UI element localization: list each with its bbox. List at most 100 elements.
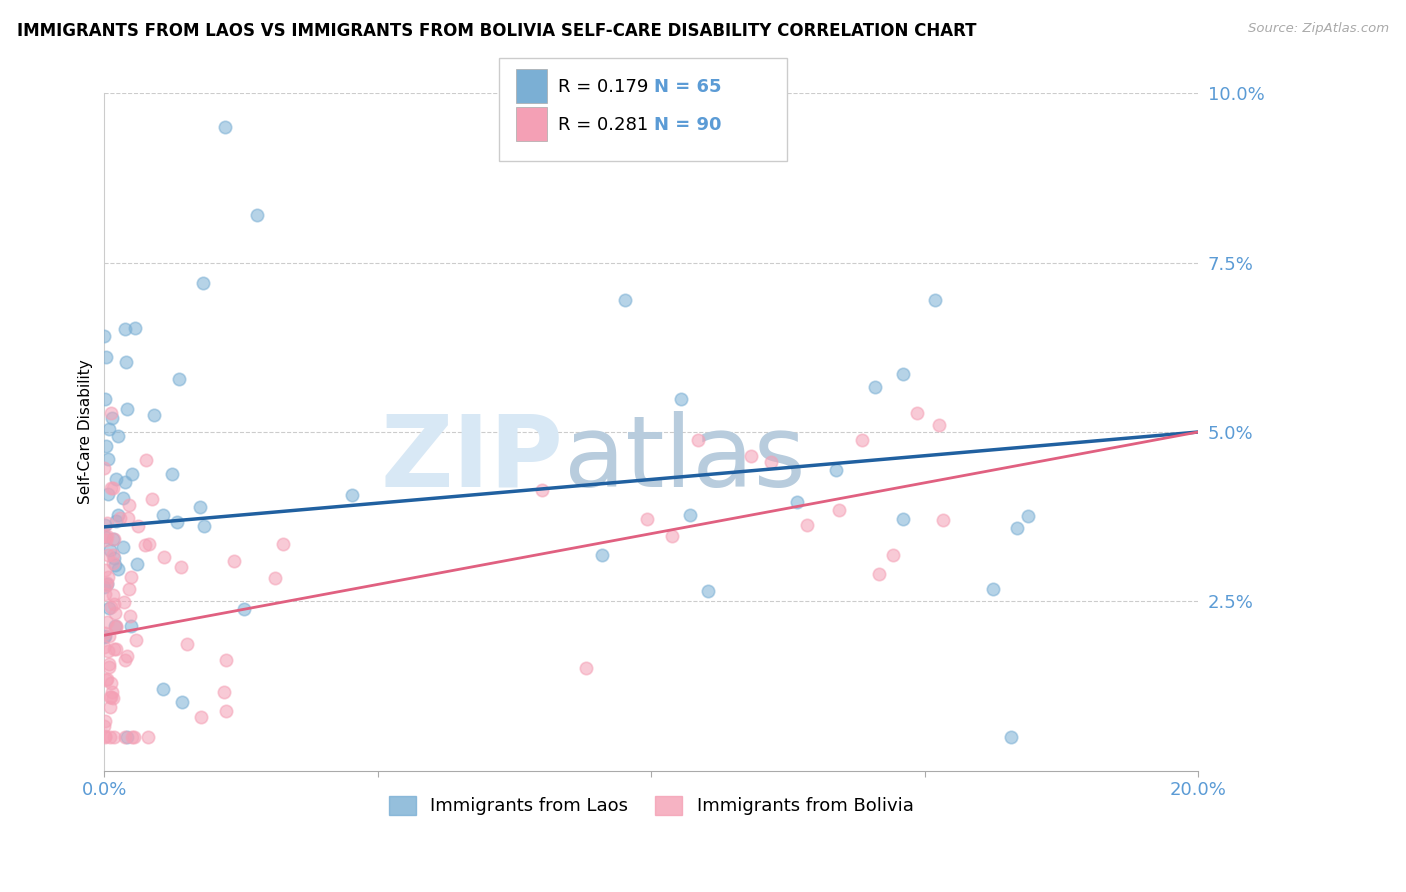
Point — [97, 570, 120, 584]
Point — [759, 455, 782, 469]
Text: N = 65: N = 65 — [654, 78, 721, 95]
Point — [222, 554, 245, 568]
Point — [94, 530, 117, 544]
Point — [697, 584, 720, 599]
Y-axis label: Self-Care Disability: Self-Care Disability — [79, 359, 93, 504]
Point — [214, 705, 236, 719]
Point — [591, 548, 613, 562]
Point — [94, 730, 117, 744]
Point — [104, 606, 127, 620]
Point — [160, 467, 183, 481]
Point — [166, 515, 188, 529]
Point — [98, 421, 121, 435]
Point — [114, 322, 136, 336]
Point — [103, 533, 125, 547]
Legend: Immigrants from Laos, Immigrants from Bolivia: Immigrants from Laos, Immigrants from Bo… — [381, 789, 921, 822]
Point — [882, 548, 904, 562]
Text: R = 0.281: R = 0.281 — [558, 116, 648, 134]
Point — [104, 619, 127, 633]
Point — [104, 558, 127, 573]
Point — [138, 536, 160, 550]
Point — [891, 368, 914, 382]
Point — [94, 533, 117, 547]
Point — [98, 629, 121, 643]
Point — [104, 618, 127, 632]
Point — [134, 538, 156, 552]
Point — [93, 461, 115, 475]
Point — [686, 434, 709, 448]
Point — [96, 615, 118, 629]
Point — [96, 644, 118, 658]
Point — [141, 491, 163, 506]
Point — [863, 380, 886, 394]
Point — [120, 609, 142, 624]
Point — [101, 481, 124, 495]
Point — [100, 690, 122, 704]
Point — [176, 637, 198, 651]
Point — [152, 508, 174, 523]
Point — [786, 495, 808, 509]
Point — [96, 528, 118, 542]
Point — [193, 519, 215, 533]
Point — [93, 626, 115, 640]
Text: ZIP: ZIP — [381, 410, 564, 508]
Point — [93, 718, 115, 732]
Point — [679, 508, 702, 522]
Point — [115, 649, 138, 664]
Point — [100, 481, 122, 495]
Point — [97, 660, 120, 674]
Point — [117, 511, 139, 525]
Point — [114, 475, 136, 489]
Point — [170, 559, 193, 574]
Point — [134, 453, 156, 467]
Text: N = 90: N = 90 — [654, 116, 721, 134]
Point — [93, 529, 115, 543]
Point — [98, 690, 121, 704]
Point — [868, 567, 890, 582]
Point — [108, 511, 131, 525]
Point — [114, 730, 136, 744]
Point — [114, 355, 136, 369]
Point — [97, 451, 120, 466]
Point — [103, 532, 125, 546]
Point — [740, 449, 762, 463]
Point — [340, 488, 363, 502]
Point — [93, 328, 115, 343]
Point — [825, 463, 848, 477]
Point — [98, 700, 121, 714]
Point — [170, 695, 193, 709]
Point — [190, 710, 212, 724]
Point — [93, 580, 115, 594]
Point — [94, 563, 117, 577]
Point — [575, 660, 598, 674]
Point — [98, 600, 121, 615]
Point — [104, 472, 127, 486]
Point — [101, 685, 124, 699]
Point — [152, 682, 174, 697]
Point — [152, 549, 174, 564]
Point — [101, 587, 124, 601]
Point — [120, 619, 142, 633]
Point — [796, 517, 818, 532]
Text: Source: ZipAtlas.com: Source: ZipAtlas.com — [1249, 22, 1389, 36]
Point — [127, 518, 149, 533]
Point — [105, 620, 128, 634]
Point — [932, 513, 955, 527]
Point — [111, 540, 134, 554]
Point — [101, 556, 124, 570]
Point — [112, 595, 135, 609]
Point — [97, 657, 120, 671]
Point — [232, 601, 254, 615]
Point — [271, 537, 294, 551]
Point — [96, 576, 118, 591]
Point — [93, 729, 115, 743]
Point — [94, 351, 117, 365]
Point — [118, 499, 141, 513]
Point — [114, 653, 136, 667]
Point — [215, 653, 238, 667]
Point — [107, 429, 129, 443]
Point — [103, 551, 125, 566]
Point — [94, 439, 117, 453]
Point — [100, 600, 122, 615]
Point — [98, 730, 121, 744]
